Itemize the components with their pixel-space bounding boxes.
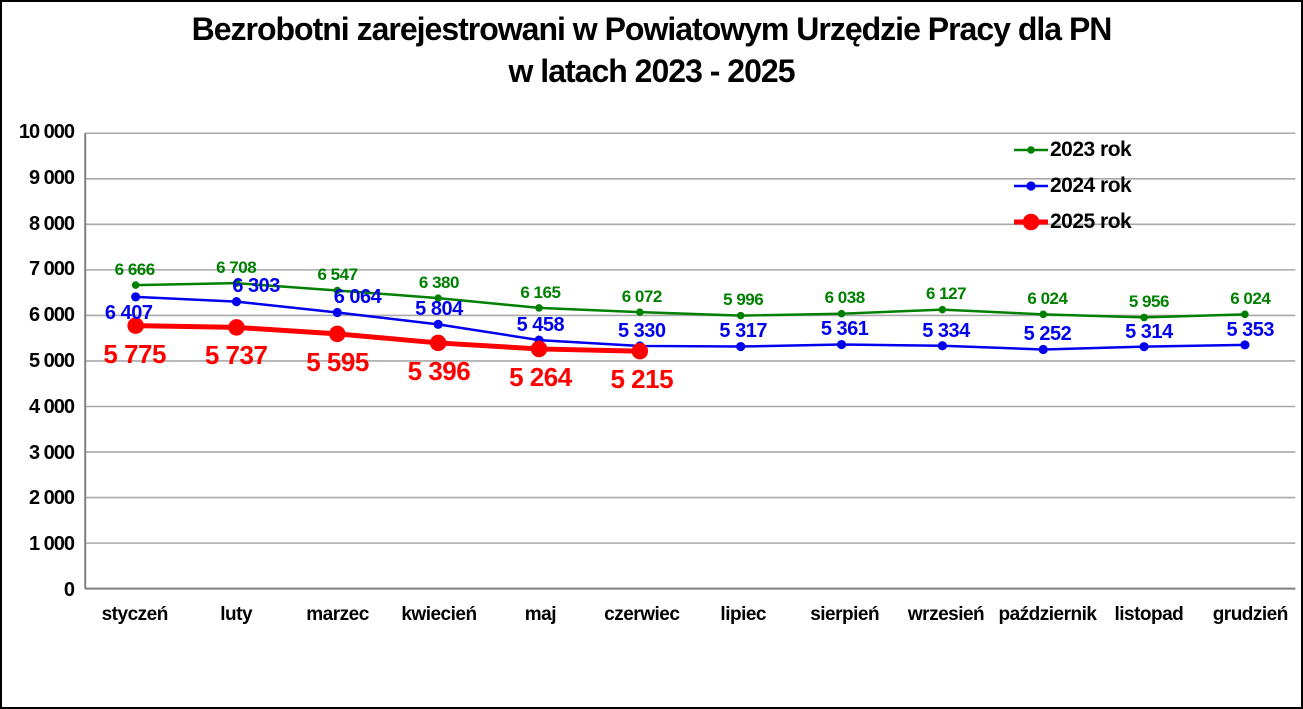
data-point-2024-rok [1139, 342, 1149, 352]
legend-item-2024-rok: 2024 rok [1014, 172, 1132, 200]
legend-item-2023-rok: 2023 rok [1014, 136, 1132, 164]
data-point-2023-rok [535, 304, 543, 312]
data-point-2024-rok [1038, 344, 1048, 355]
data-point-2023-rok [837, 309, 846, 318]
data-point-2023-rok [1241, 310, 1249, 319]
legend-label: 2024 rok [1050, 174, 1132, 197]
data-point-2025-rok [530, 340, 548, 358]
chart-title-line1: Bezrobotni zarejestrowani w Powiatowym U… [191, 11, 1113, 47]
legend: 2023 rok 2024 rok 2025 rok [1014, 136, 1132, 244]
legend-marker-icon [1014, 146, 1048, 154]
data-point-2024-rok [131, 292, 141, 302]
data-point-2024-rok [736, 341, 746, 352]
data-point-2025-rok [329, 325, 346, 343]
data-point-2024-rok [937, 341, 947, 351]
data-point-2024-rok [433, 319, 443, 329]
chart-title: Bezrobotni zarejestrowani w Powiatowym U… [2, 8, 1301, 92]
data-point-2025-rok [631, 342, 649, 360]
data-point-2025-rok [127, 317, 144, 334]
data-point-2023-rok [131, 281, 140, 289]
legend-marker-icon [1014, 181, 1048, 191]
data-point-2023-rok [333, 286, 342, 295]
series-line-2025-rok [133, 323, 643, 354]
chart-title-line2: w latach 2023 - 2025 [508, 53, 796, 89]
data-point-2023-rok [1140, 313, 1148, 322]
data-point-2023-rok [736, 311, 745, 320]
data-point-2023-rok [1039, 310, 1048, 319]
data-point-2023-rok [938, 305, 947, 314]
series-line-2024-rok [134, 295, 1247, 351]
data-point-2023-rok [232, 279, 241, 287]
data-point-2024-rok [231, 297, 242, 307]
legend-label: 2025 rok [1050, 210, 1132, 233]
series-line-2023-rok [134, 281, 1247, 319]
data-point-2024-rok [836, 339, 847, 350]
data-point-2025-rok [228, 319, 245, 336]
legend-label: 2023 rok [1050, 138, 1132, 161]
data-point-2025-rok [429, 334, 447, 352]
legend-marker-icon [1014, 213, 1048, 231]
legend-item-2025-rok: 2025 rok [1014, 208, 1132, 236]
data-point-2023-rok [636, 308, 644, 316]
data-point-2024-rok [1240, 340, 1250, 350]
data-point-2023-rok [434, 294, 442, 302]
data-point-2024-rok [332, 307, 342, 318]
